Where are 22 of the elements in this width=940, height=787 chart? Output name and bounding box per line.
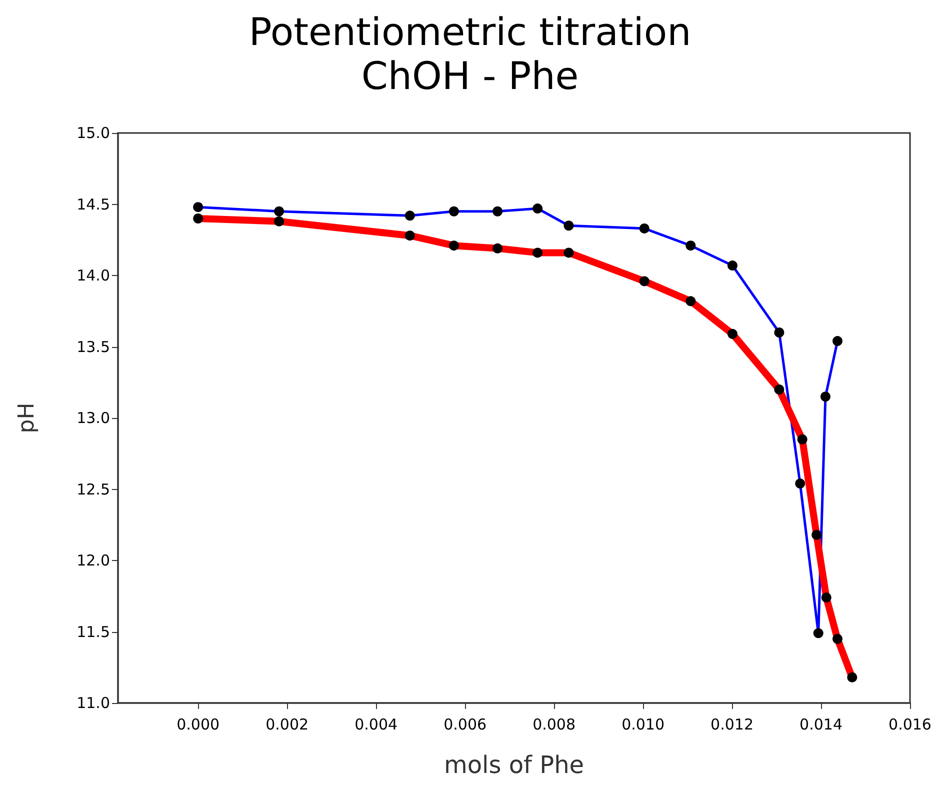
y-tick-label: 12.0 <box>76 552 110 570</box>
y-tick-label: 11.5 <box>76 622 110 641</box>
y-tick-label: 11.0 <box>76 694 110 712</box>
y-tick-label: 14.0 <box>76 266 110 284</box>
x-axis-title: mols of Phe <box>444 751 584 779</box>
y-tick-label: 13.0 <box>76 409 110 427</box>
x-tick-label: 0.002 <box>266 716 309 734</box>
x-tick-label: 0.014 <box>800 716 842 734</box>
y-tick-label: 15.0 <box>76 124 110 142</box>
x-tick-label: 0.012 <box>710 716 754 734</box>
x-tick-label: 0.006 <box>444 716 487 734</box>
x-tick-label: 0.004 <box>354 716 398 734</box>
x-tick-label: 0.016 <box>888 716 932 734</box>
x-tick-label: 0.008 <box>532 716 576 734</box>
y-tick-label: 14.5 <box>76 195 110 214</box>
x-tick-label: 0.000 <box>176 716 220 734</box>
y-tick-label: 13.5 <box>76 338 110 356</box>
y-tick-label: 12.5 <box>76 480 110 498</box>
chart-title: Potentiometric titration <box>248 10 692 54</box>
chart-subtitle: ChOH - Phe <box>361 54 579 98</box>
y-axis-title: pH <box>14 402 40 434</box>
x-tick-label: 0.010 <box>622 716 665 734</box>
